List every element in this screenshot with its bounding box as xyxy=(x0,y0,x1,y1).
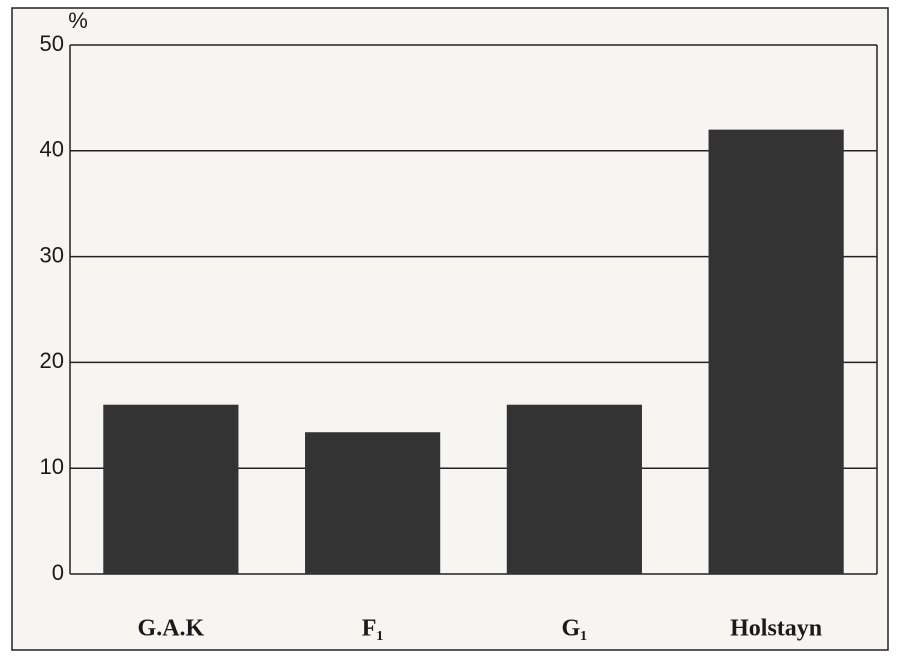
x-tick-label: G.A.K xyxy=(138,616,205,642)
bar xyxy=(506,404,642,574)
y-tick-label: 20 xyxy=(40,348,64,373)
x-tick-label: F₁ xyxy=(362,616,384,642)
y-tick-label: 30 xyxy=(40,242,64,267)
y-tick-label: 0 xyxy=(52,560,64,585)
bar xyxy=(305,432,441,574)
bar xyxy=(103,404,239,574)
x-tick-label: G₁ xyxy=(561,616,587,642)
bar xyxy=(708,129,844,574)
y-tick-label: 10 xyxy=(40,454,64,479)
x-tick-label: Holstayn xyxy=(730,616,822,642)
y-tick-label: 40 xyxy=(40,137,64,162)
y-tick-label: 50 xyxy=(40,31,64,56)
y-axis-label: % xyxy=(68,8,88,33)
